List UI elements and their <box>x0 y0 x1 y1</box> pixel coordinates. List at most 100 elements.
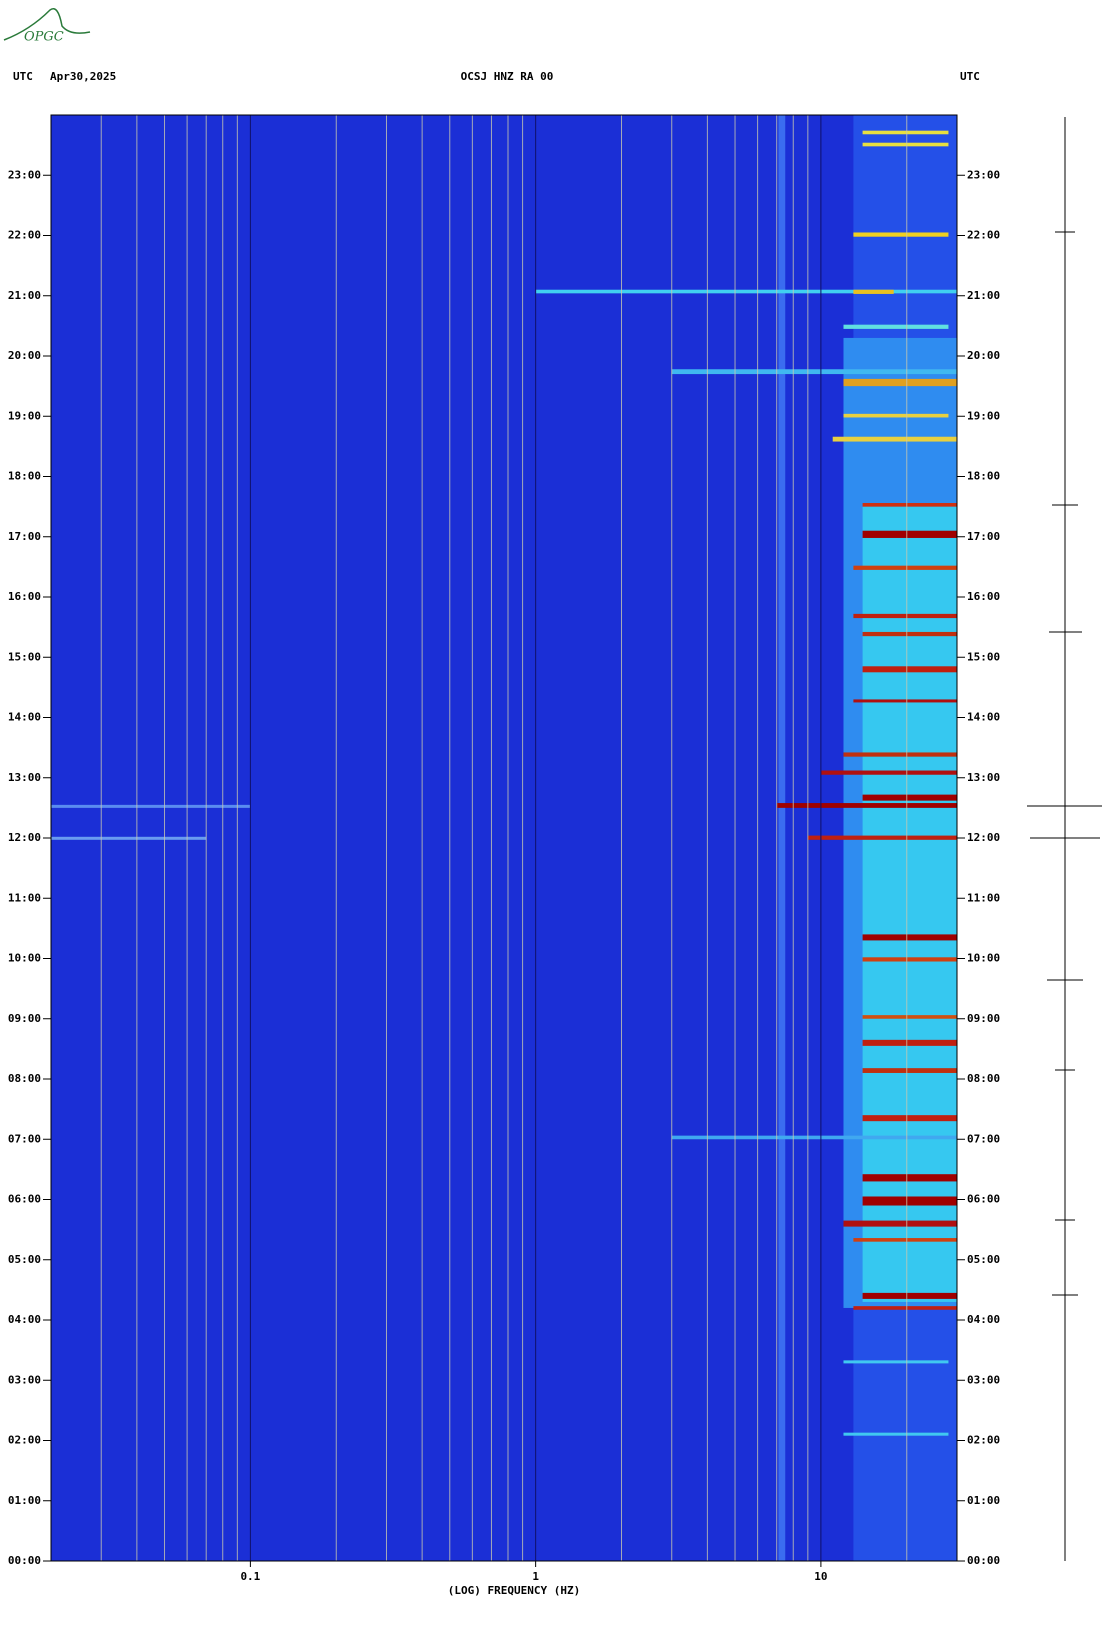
spectral-event <box>776 803 957 808</box>
y-tick-label-right: 07:00 <box>967 1132 1000 1145</box>
spectral-event <box>862 1015 957 1019</box>
spectral-event <box>671 369 957 375</box>
spectral-event <box>853 699 957 703</box>
y-tick-label-left: 00:00 <box>8 1554 41 1567</box>
y-tick-label-left: 03:00 <box>8 1373 41 1386</box>
spectral-event <box>820 770 957 775</box>
spectral-event <box>843 1360 949 1364</box>
y-tick-label-right: 02:00 <box>967 1434 1000 1447</box>
spectral-event <box>843 413 949 418</box>
y-tick-label-left: 11:00 <box>8 891 41 904</box>
y-tick-label-left: 12:00 <box>8 831 41 844</box>
y-tick-label-right: 05:00 <box>967 1253 1000 1266</box>
spectral-event <box>862 1068 957 1073</box>
spectral-event <box>832 436 957 442</box>
y-tick-label-right: 17:00 <box>967 530 1000 543</box>
y-tick-label-right: 21:00 <box>967 289 1000 302</box>
y-tick-label-left: 02:00 <box>8 1434 41 1447</box>
spectral-event <box>51 804 251 808</box>
spectral-event <box>853 565 957 570</box>
y-tick-label-right: 14:00 <box>967 711 1000 724</box>
y-tick-label-left: 09:00 <box>8 1012 41 1025</box>
spectral-event <box>843 324 949 329</box>
spectral-event <box>853 289 894 294</box>
logo-text: OPGC <box>24 30 64 45</box>
spectral-event <box>862 506 957 1302</box>
plot: 0.1 1 10 00:00 00:00 01:00 01:00 02:00 02:00 03:0… <box>8 114 1000 1583</box>
x-tick-label: 0.1 <box>240 1570 260 1583</box>
y-tick-label-left: 21:00 <box>8 289 41 302</box>
y-tick-label-right: 22:00 <box>967 229 1000 242</box>
y-tick-label-right: 04:00 <box>967 1313 1000 1326</box>
spectral-event <box>853 613 957 619</box>
y-tick-label-left: 23:00 <box>8 168 41 181</box>
y-tick-label-left: 04:00 <box>8 1313 41 1326</box>
y-tick-label-right: 06:00 <box>967 1193 1000 1206</box>
y-tick-label-right: 19:00 <box>967 409 1000 422</box>
y-tick-label-right: 23:00 <box>967 168 1000 181</box>
y-tick-label-left: 20:00 <box>8 349 41 362</box>
spectral-event <box>862 666 957 673</box>
right-timezone: UTC <box>960 70 980 83</box>
y-tick-label-right: 03:00 <box>967 1373 1000 1386</box>
y-tick-label-right: 00:00 <box>967 1554 1000 1567</box>
y-tick-label-right: 01:00 <box>967 1494 1000 1507</box>
y-tick-label-right: 20:00 <box>967 349 1000 362</box>
spectral-event <box>778 115 786 1561</box>
spectral-event <box>853 1238 957 1242</box>
y-tick-label-left: 06:00 <box>8 1193 41 1206</box>
y-tick-label-right: 08:00 <box>967 1072 1000 1085</box>
date: Apr30,2025 <box>50 70 116 83</box>
chart-title: OCSJ HNZ RA 00 <box>461 70 554 83</box>
y-tick-label-left: 10:00 <box>8 952 41 965</box>
spectral-event <box>862 631 957 637</box>
y-tick-label-left: 05:00 <box>8 1253 41 1266</box>
spectral-event <box>862 1115 957 1122</box>
left-timezone: UTC <box>13 70 33 83</box>
y-tick-label-right: 16:00 <box>967 590 1000 603</box>
y-tick-label-left: 17:00 <box>8 530 41 543</box>
x-tick-label: 10 <box>814 1570 827 1583</box>
spectral-event <box>843 1432 949 1436</box>
spectral-event <box>843 378 957 387</box>
spectral-event <box>862 794 957 801</box>
logo: OPGC <box>3 8 91 45</box>
spectral-event <box>807 835 957 840</box>
y-tick-label-left: 01:00 <box>8 1494 41 1507</box>
spectral-event <box>853 232 949 237</box>
y-tick-label-right: 11:00 <box>967 891 1000 904</box>
y-tick-label-left: 07:00 <box>8 1132 41 1145</box>
spectral-event <box>862 1174 957 1182</box>
y-tick-label-left: 18:00 <box>8 470 41 483</box>
spectral-event <box>862 1039 957 1046</box>
y-tick-label-right: 10:00 <box>967 952 1000 965</box>
plot-frame <box>50 114 958 1562</box>
y-tick-label-left: 14:00 <box>8 711 41 724</box>
y-tick-label-right: 15:00 <box>967 650 1000 663</box>
y-tick-label-right: 09:00 <box>967 1012 1000 1025</box>
y-tick-label-left: 16:00 <box>8 590 41 603</box>
spectral-event <box>843 1220 957 1227</box>
waveform <box>1027 117 1102 1561</box>
y-tick-label-left: 15:00 <box>8 650 41 663</box>
spectral-event <box>853 1306 957 1310</box>
y-tick-label-left: 19:00 <box>8 409 41 422</box>
spectral-event <box>843 752 957 757</box>
spectral-event <box>535 289 957 294</box>
y-tick-label-right: 13:00 <box>967 771 1000 784</box>
spectral-event <box>862 530 957 538</box>
y-tick-label-left: 08:00 <box>8 1072 41 1085</box>
spectral-event <box>862 957 957 962</box>
spectral-event <box>862 503 957 507</box>
spectral-event <box>862 1196 957 1206</box>
x-tick-label: 1 <box>532 1570 539 1583</box>
logo-swoosh <box>3 8 91 41</box>
spectral-event <box>51 836 207 840</box>
spectral-event <box>862 934 957 941</box>
spectral-event <box>862 130 949 135</box>
x-axis-label: (LOG) FREQUENCY (HZ) <box>448 1584 580 1597</box>
spectral-event <box>671 1135 957 1140</box>
spectral-event <box>862 1292 957 1299</box>
spectral-event <box>862 142 949 147</box>
